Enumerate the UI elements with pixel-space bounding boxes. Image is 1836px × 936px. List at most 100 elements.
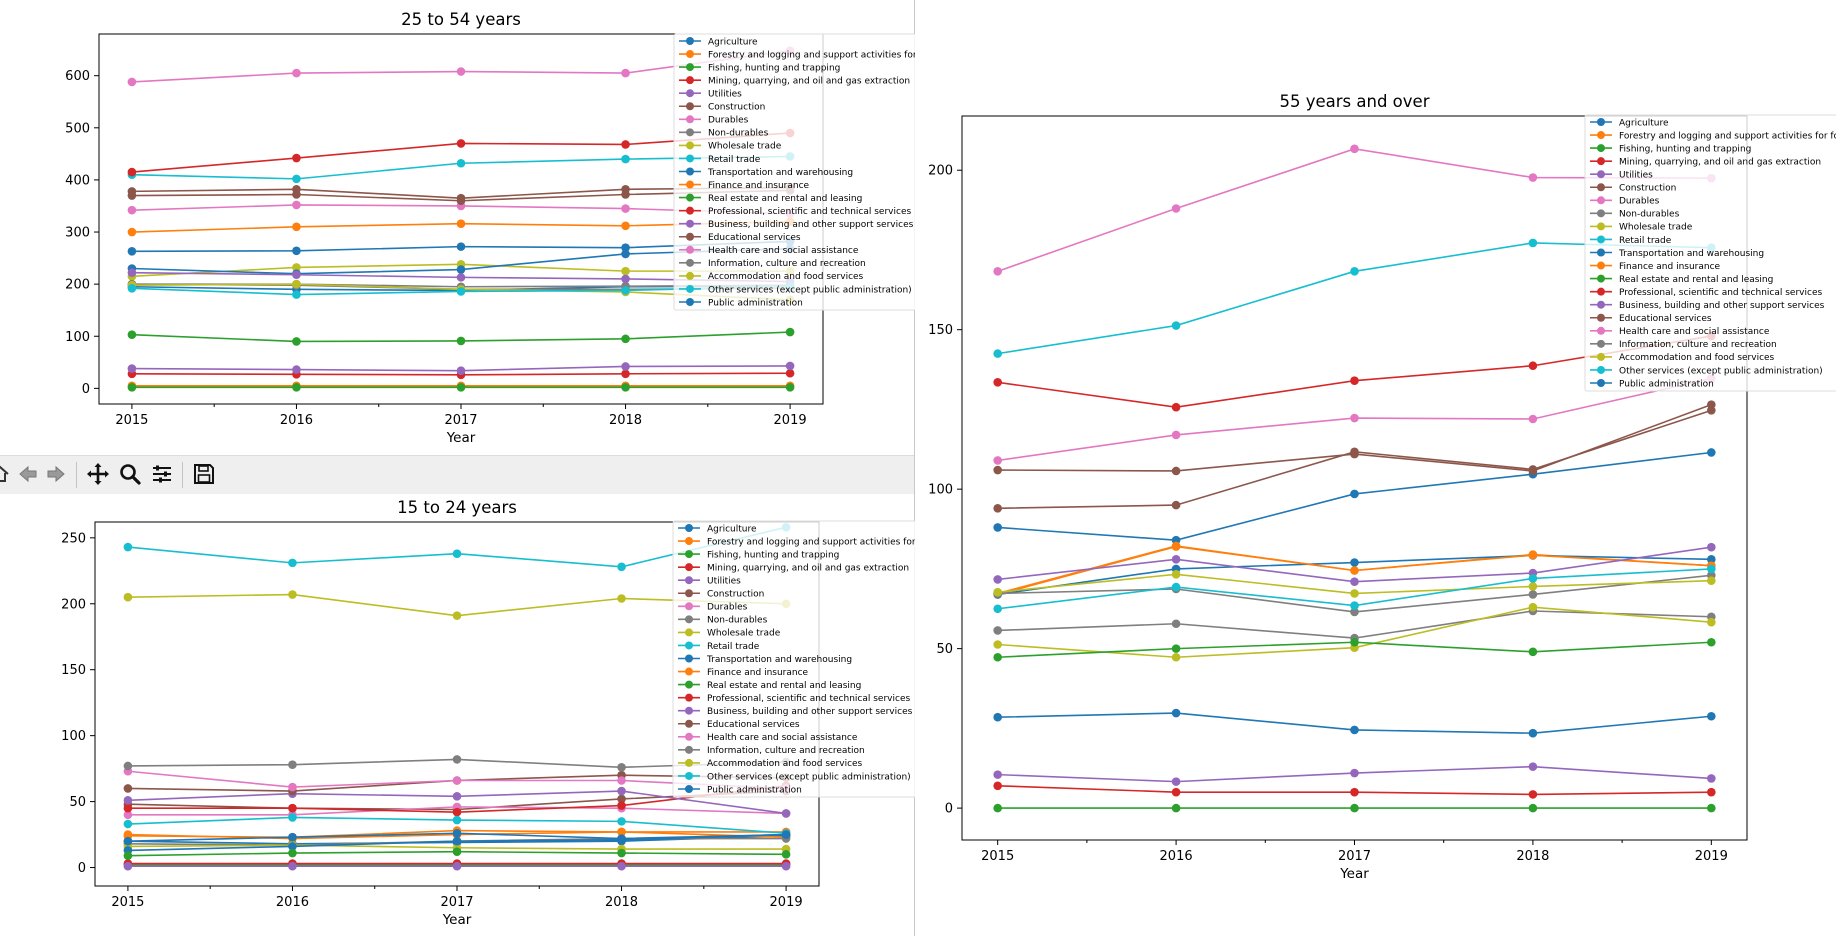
- data-point: [452, 611, 462, 620]
- data-point: [1528, 803, 1538, 813]
- legend-label: Business, building and other support ser…: [1619, 301, 1825, 311]
- x-tick-label: 2015: [981, 849, 1014, 864]
- home-icon: [0, 465, 9, 482]
- data-point: [292, 279, 301, 289]
- legend-label: Professional, scientific and technical s…: [708, 207, 911, 217]
- data-point: [1171, 570, 1181, 579]
- legend-label: Retail trade: [1619, 236, 1672, 246]
- data-point: [621, 154, 630, 164]
- data-point: [288, 813, 297, 822]
- legend-entry: Other services (except public administra…: [679, 284, 912, 295]
- y-tick-label: 100: [65, 330, 90, 345]
- data-point: [621, 243, 630, 252]
- data-point: [288, 590, 297, 599]
- legend-swatch-marker: [686, 102, 694, 111]
- legend-entry: Agriculture: [1590, 118, 1669, 128]
- legend-entry: Business, building and other support ser…: [679, 219, 914, 230]
- data-point: [621, 190, 630, 199]
- data-point: [1707, 803, 1716, 813]
- zoom-button[interactable]: [116, 460, 144, 488]
- legend-label: Accommodation and food services: [708, 272, 864, 282]
- legend-swatch-marker: [686, 232, 694, 241]
- legend-label: Public administration: [708, 298, 803, 308]
- series-line: [123, 847, 791, 860]
- legend-box: [1584, 114, 1836, 392]
- data-point: [1350, 589, 1359, 598]
- data-point: [123, 784, 133, 793]
- y-tick-label: 0: [78, 861, 86, 876]
- legend-swatch-marker: [686, 193, 694, 202]
- data-point: [621, 221, 630, 231]
- x-axis-label: Year: [1339, 866, 1369, 882]
- series-line: [993, 602, 1716, 662]
- legend-entry: Other services (except public administra…: [1590, 365, 1823, 376]
- data-point: [993, 652, 1002, 662]
- legend-entry: Health care and social assistance: [678, 732, 858, 743]
- data-point: [993, 640, 1002, 649]
- legend-entry: Educational services: [1590, 313, 1712, 324]
- legend-label: Finance and insurance: [708, 181, 810, 191]
- data-point: [1528, 647, 1538, 657]
- data-point: [1350, 601, 1359, 610]
- legend-label: Professional, scientific and technical s…: [1619, 288, 1822, 298]
- data-point: [292, 290, 301, 299]
- data-point: [292, 263, 301, 272]
- back-button[interactable]: [14, 460, 42, 488]
- legend-swatch-marker: [685, 537, 693, 546]
- legend-label: Forestry and logging and support activit…: [708, 50, 955, 60]
- data-point: [1171, 787, 1181, 797]
- x-tick-label: 2016: [1160, 849, 1193, 864]
- legend-entry: Forestry and logging and support activit…: [679, 50, 955, 60]
- legend-swatch-marker: [686, 37, 694, 45]
- legend-entry: Construction: [679, 102, 765, 113]
- legend-entry: Non-durables: [1590, 209, 1680, 220]
- data-point: [1350, 413, 1359, 423]
- legend-swatch-marker: [686, 89, 694, 98]
- legend-label: Construction: [708, 103, 765, 113]
- data-point: [127, 227, 137, 237]
- data-point: [617, 848, 626, 858]
- x-tick-label: 2016: [280, 413, 313, 428]
- data-point: [456, 196, 466, 206]
- legend-swatch-marker: [1597, 170, 1605, 179]
- data-point: [1350, 637, 1359, 647]
- x-tick-label: 2019: [774, 413, 807, 428]
- legend-entry: Health care and social assistance: [679, 245, 859, 256]
- toolbar-separator: [76, 462, 77, 488]
- configure-subplots-button[interactable]: [148, 460, 176, 488]
- save-button[interactable]: [190, 460, 218, 488]
- data-point: [1707, 787, 1716, 797]
- home-button[interactable]: [0, 460, 14, 488]
- legend-swatch-marker: [686, 219, 694, 228]
- data-point: [456, 219, 466, 228]
- x-tick-label: 2015: [111, 895, 144, 910]
- legend-label: Finance and insurance: [707, 668, 809, 678]
- data-point: [292, 153, 301, 163]
- data-point: [288, 848, 297, 858]
- data-point: [621, 266, 630, 276]
- data-point: [452, 755, 462, 764]
- data-point: [621, 334, 630, 344]
- data-point: [1528, 790, 1538, 799]
- data-point: [993, 712, 1002, 722]
- data-point: [1528, 762, 1538, 771]
- data-point: [993, 770, 1002, 779]
- pan-button[interactable]: [84, 460, 112, 488]
- data-point: [456, 273, 466, 282]
- forward-button[interactable]: [42, 460, 70, 488]
- y-tick-label: 0: [945, 802, 953, 817]
- legend-swatch-marker: [685, 693, 693, 702]
- legend-label: Forestry and logging and support activit…: [1619, 131, 1836, 141]
- legend-entry: Construction: [1590, 183, 1676, 194]
- move-icon: [87, 463, 109, 485]
- x-tick-label: 2019: [1695, 849, 1728, 864]
- data-point: [1171, 541, 1181, 551]
- series-line: [993, 570, 1716, 598]
- x-axis-label: Year: [446, 430, 476, 446]
- legend-swatch-marker: [685, 785, 693, 793]
- legend-swatch-marker: [686, 167, 694, 176]
- data-point: [1171, 803, 1181, 813]
- legend-label: Public administration: [1619, 379, 1714, 389]
- legend-label: Transportation and warehousing: [1618, 249, 1764, 259]
- data-point: [123, 803, 133, 813]
